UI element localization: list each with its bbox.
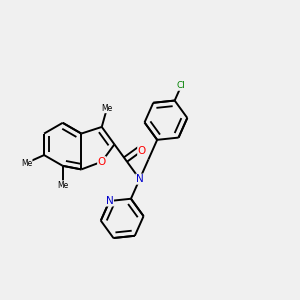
Text: Me: Me bbox=[57, 181, 68, 190]
Text: Me: Me bbox=[21, 158, 32, 167]
Text: O: O bbox=[98, 157, 106, 167]
Text: N: N bbox=[106, 196, 113, 206]
Text: Me: Me bbox=[101, 104, 112, 113]
Text: N: N bbox=[136, 174, 144, 184]
Text: Cl: Cl bbox=[177, 81, 186, 90]
Text: O: O bbox=[138, 146, 146, 156]
